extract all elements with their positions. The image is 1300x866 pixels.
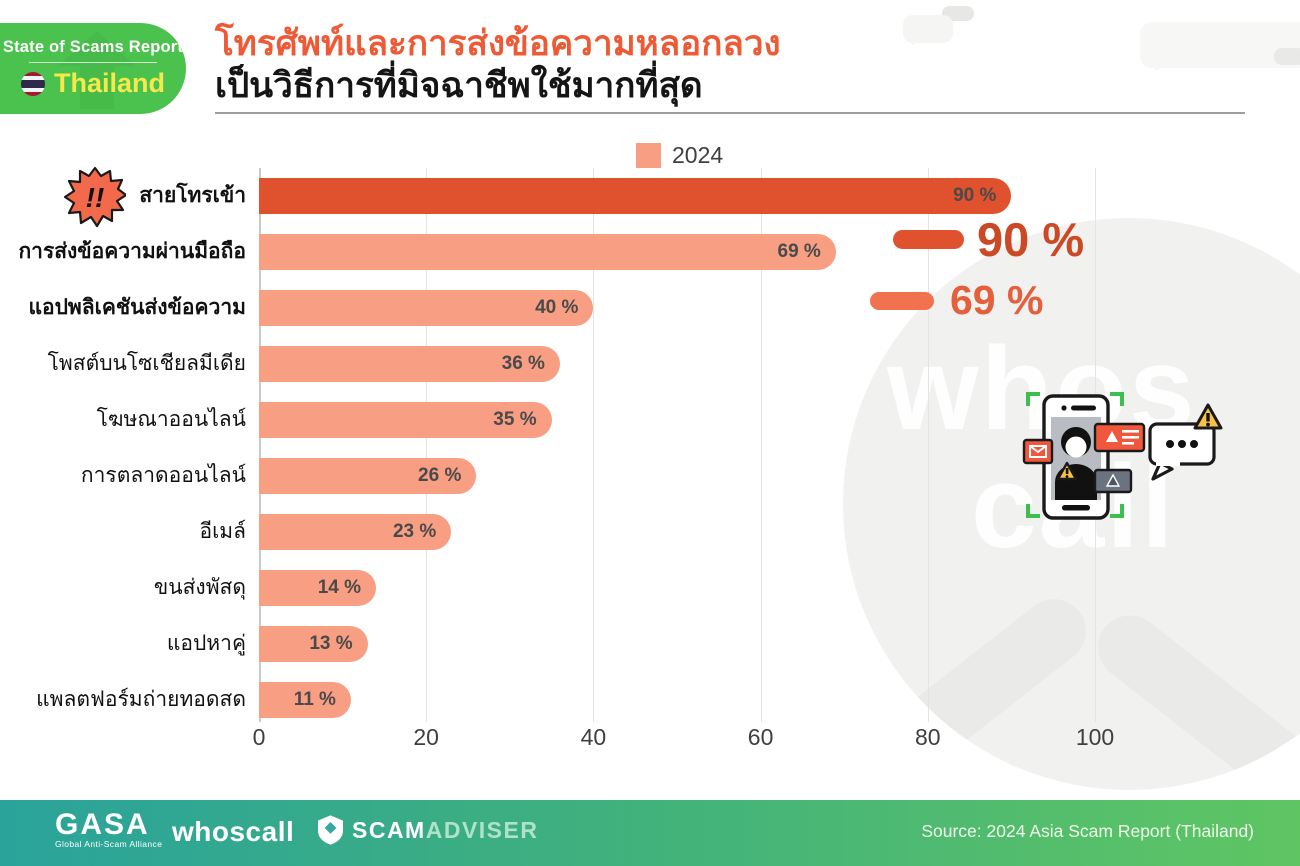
- alert-starburst-icon: !!: [63, 166, 128, 228]
- page-title-line2: เป็นวิธีการที่มิจฉาชีพใช้มากที่สุด: [215, 66, 703, 105]
- scamadviser-text-adviser: ADVISER: [425, 816, 539, 843]
- phone-handset-watermark-icon: [1085, 602, 1300, 790]
- legend-label-2024: 2024: [672, 142, 724, 168]
- x-tick: 0: [252, 724, 266, 750]
- title-underline: [215, 112, 1245, 114]
- bar-parcel-delivery: 14 %: [259, 570, 377, 606]
- callout-bar-icon: [893, 230, 964, 249]
- x-tick: 80: [915, 724, 941, 750]
- category-label: โพสต์บนโซเชียลมีเดีย: [47, 352, 246, 376]
- callout-value-69: 69 %: [950, 277, 1044, 323]
- bar-value-label: 11 %: [293, 689, 336, 710]
- gridline-20: [426, 168, 428, 722]
- x-tick: 60: [747, 724, 774, 750]
- category-label: สายโทรเข้า: [139, 184, 246, 208]
- gridline-60: [760, 168, 762, 722]
- bar-value-label: 36 %: [501, 353, 545, 374]
- chart-row-parcel-delivery: ขนส่งพัสดุ 14 %: [0, 570, 1095, 606]
- category-label: อีเมล์: [199, 520, 246, 544]
- bar-online-marketing: 26 %: [259, 458, 477, 494]
- gridline-80: [927, 168, 929, 722]
- category-label: การส่งข้อความผ่านมือถือ: [18, 240, 246, 264]
- category-label: แอปพลิเคชันส่งข้อความ: [28, 296, 246, 320]
- footer-bar: GASA Global Anti-Scam Alliance whoscall …: [0, 800, 1300, 866]
- bar-online-ads: 35 %: [259, 402, 552, 438]
- alert-exclamations: !!: [86, 182, 105, 213]
- badge-divider: [29, 62, 157, 63]
- chart-row-email: อีเมล์ 23 %: [0, 514, 1095, 550]
- x-tick: 20: [413, 724, 439, 750]
- callout-bar-icon: [870, 291, 934, 310]
- page-title-line1: โทรศัพท์และการส่งข้อความหลอกลวง: [215, 24, 781, 63]
- chart-row-messaging-apps: แอปพลิเคชันส่งข้อความ 40 %: [0, 290, 1095, 326]
- chart-row-incoming-calls: สายโทรเข้า 90 %: [0, 178, 1095, 214]
- bar-email: 23 %: [259, 514, 452, 550]
- bar-incoming-calls: 90 %: [259, 178, 1012, 214]
- category-label: โฆษณาออนไลน์: [96, 408, 246, 432]
- category-label: แพลตฟอร์มถ่ายทอดสด: [36, 688, 246, 712]
- chart-row-live-streaming: แพลตฟอร์มถ่ายทอดสด 11 %: [0, 682, 1095, 718]
- gridline-40: [593, 168, 595, 722]
- decor-speech-bubble-icon: [1274, 48, 1300, 65]
- decor-speech-bubble-icon: [903, 15, 953, 45]
- warning-triangle-icon: [1056, 461, 1078, 481]
- category-label: ขนส่งพัสดุ: [153, 576, 246, 600]
- bar-social-media-posts: 36 %: [259, 346, 560, 382]
- report-badge: State of Scams Report Thailand: [0, 23, 186, 114]
- callout-second-value: 69 %: [870, 280, 1043, 321]
- callout-top-value: 90 %: [893, 216, 1084, 263]
- viewfinder-brackets-icon: [1026, 392, 1124, 518]
- category-label: แอปหาคู่: [166, 632, 246, 656]
- bar-chart: สายโทรเข้า 90 % การส่งข้อความผ่านมือถือ …: [0, 178, 1095, 738]
- bar-value-label: 69 %: [777, 241, 821, 262]
- scam-phone-illustration: [998, 384, 1248, 539]
- chart-row-sms: การส่งข้อความผ่านมือถือ 69 %: [0, 234, 1095, 270]
- chat-bubble-icon: [1148, 422, 1216, 481]
- chart-row-dating-apps: แอปหาคู่ 13 %: [0, 626, 1095, 662]
- category-label: การตลาดออนไลน์: [80, 464, 246, 488]
- thailand-flag-icon: [20, 71, 45, 96]
- chart-row-online-marketing: การตลาดออนไลน์ 26 %: [0, 458, 1095, 494]
- source-citation: Source: 2024 Asia Scam Report (Thailand): [921, 821, 1254, 841]
- scamadviser-text-scam: SCAM: [352, 816, 426, 843]
- x-tick: 40: [580, 724, 607, 750]
- bar-value-label: 14 %: [317, 577, 362, 598]
- scamadviser-shield-icon: [318, 815, 343, 845]
- gasa-logo-text: GASA: [55, 808, 150, 841]
- bar-value-label: 35 %: [493, 409, 537, 430]
- chart-legend: 2024: [636, 142, 723, 169]
- bar-sms: 69 %: [259, 234, 836, 270]
- decor-speech-bubble-icon: [1140, 22, 1300, 71]
- bar-value-label: 40 %: [535, 297, 579, 318]
- legend-swatch-2024: [636, 143, 661, 168]
- x-axis: 0 20 40 60 80 100: [253, 724, 1115, 754]
- bar-value-label: 23 %: [392, 521, 437, 542]
- gasa-tagline: Global Anti-Scam Alliance: [55, 839, 163, 849]
- warning-triangle-icon: [1193, 403, 1223, 430]
- whoscall-logo: whoscall: [172, 816, 295, 847]
- scammer-silhouette-icon: [1055, 464, 1097, 500]
- bar-value-label: 90 %: [953, 185, 997, 206]
- gray-alert-card-icon: [1093, 468, 1133, 494]
- badge-report-name: State of Scams Report: [2, 38, 184, 56]
- scam-alert-card-icon: [1093, 422, 1146, 453]
- chart-row-social-media-posts: โพสต์บนโซเชียลมีเดีย 36 %: [0, 346, 1095, 382]
- badge-country: Thailand: [53, 68, 165, 98]
- scam-mail-card-icon: [1022, 438, 1054, 465]
- x-tick: 100: [1075, 724, 1115, 750]
- bar-value-label: 26 %: [418, 465, 462, 486]
- bar-dating-apps: 13 %: [259, 626, 368, 662]
- bar-value-label: 13 %: [309, 633, 353, 654]
- callout-value-90: 90 %: [977, 213, 1085, 266]
- bar-messaging-apps: 40 %: [259, 290, 594, 326]
- y-axis-line: [259, 168, 261, 722]
- scamadviser-logo: SCAMADVISER: [318, 815, 538, 845]
- chart-row-online-ads: โฆษณาออนไลน์ 35 %: [0, 402, 1095, 438]
- gasa-logo: GASA Global Anti-Scam Alliance: [55, 808, 163, 850]
- bar-live-streaming: 11 %: [259, 682, 351, 718]
